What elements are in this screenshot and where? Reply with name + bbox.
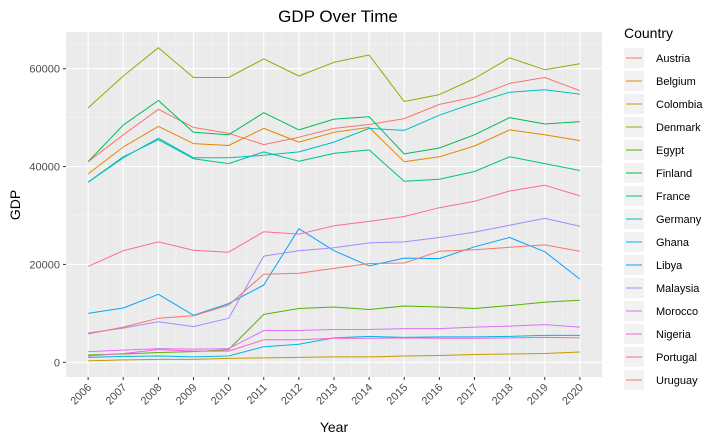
x-tick-label: 2020 xyxy=(560,382,586,408)
legend-label-portugal: Portugal xyxy=(656,352,697,364)
legend-label-colombia: Colombia xyxy=(656,99,703,111)
series-line-austria xyxy=(87,77,581,163)
series-line-uruguay xyxy=(88,244,580,335)
y-axis-label: GDP xyxy=(7,190,23,220)
legend-label-malaysia: Malaysia xyxy=(656,283,700,295)
x-tick-label: 2019 xyxy=(525,382,551,408)
x-tick-label: 2010 xyxy=(209,382,235,408)
legend-label-morocco: Morocco xyxy=(656,306,698,318)
x-tick-label: 2006 xyxy=(68,382,94,408)
series-line-denmark xyxy=(87,47,580,109)
x-tick-label: 2008 xyxy=(139,382,165,408)
major-gridlines xyxy=(66,32,602,377)
legend-label-denmark: Denmark xyxy=(656,122,701,134)
legend-label-belgium: Belgium xyxy=(656,76,696,88)
x-tick-label: 2012 xyxy=(279,382,305,408)
legend-label-germany: Germany xyxy=(656,214,702,226)
x-tick-label: 2013 xyxy=(314,382,340,408)
legend-label-finland: Finland xyxy=(656,168,692,180)
series-line-portugal xyxy=(87,184,581,267)
chart-title: GDP Over Time xyxy=(278,7,398,26)
y-tick-label: 40000 xyxy=(29,162,60,174)
y-tick-label: 60000 xyxy=(29,64,60,76)
legend: Country Austria Belgium Colombia Denmark Egy… xyxy=(624,25,703,390)
legend-label-austria: Austria xyxy=(656,53,691,65)
y-tick-label: 0 xyxy=(54,357,60,369)
series-line-libya xyxy=(88,228,581,316)
series-line-malaysia xyxy=(88,217,581,334)
x-tick-label: 2011 xyxy=(245,382,270,407)
x-tick-label: 2017 xyxy=(455,382,481,408)
y-axis: 0 20000 40000 60000 xyxy=(29,64,66,369)
series-line-france xyxy=(87,139,580,183)
x-axis-label: Year xyxy=(320,419,349,435)
x-axis: 2006 2007 2008 2009 2010 2011 2012 2013 2014 2015… xyxy=(68,377,586,407)
series-line-belgium xyxy=(87,125,580,175)
legend-title: Country xyxy=(624,25,673,41)
x-tick-label: 2007 xyxy=(104,382,130,408)
series-line-egypt xyxy=(88,299,580,356)
legend-label-libya: Libya xyxy=(656,260,683,272)
x-tick-label: 2015 xyxy=(385,382,411,408)
series-line-nigeria xyxy=(88,336,580,357)
legend-label-uruguay: Uruguay xyxy=(656,375,698,387)
y-tick-label: 20000 xyxy=(29,259,60,271)
legend-label-egypt: Egypt xyxy=(656,145,684,157)
x-tick-label: 2009 xyxy=(174,382,200,408)
series-layer xyxy=(87,47,581,362)
series-line-germany xyxy=(87,89,580,183)
series-line-colombia xyxy=(88,351,580,362)
x-tick-label: 2014 xyxy=(349,382,375,408)
legend-label-ghana: Ghana xyxy=(656,237,690,249)
series-line-finland xyxy=(87,100,580,163)
legend-label-nigeria: Nigeria xyxy=(656,329,692,341)
legend-label-france: France xyxy=(656,191,690,203)
series-line-morocco xyxy=(88,324,580,353)
x-tick-label: 2016 xyxy=(420,382,446,408)
x-tick-label: 2018 xyxy=(490,382,516,408)
